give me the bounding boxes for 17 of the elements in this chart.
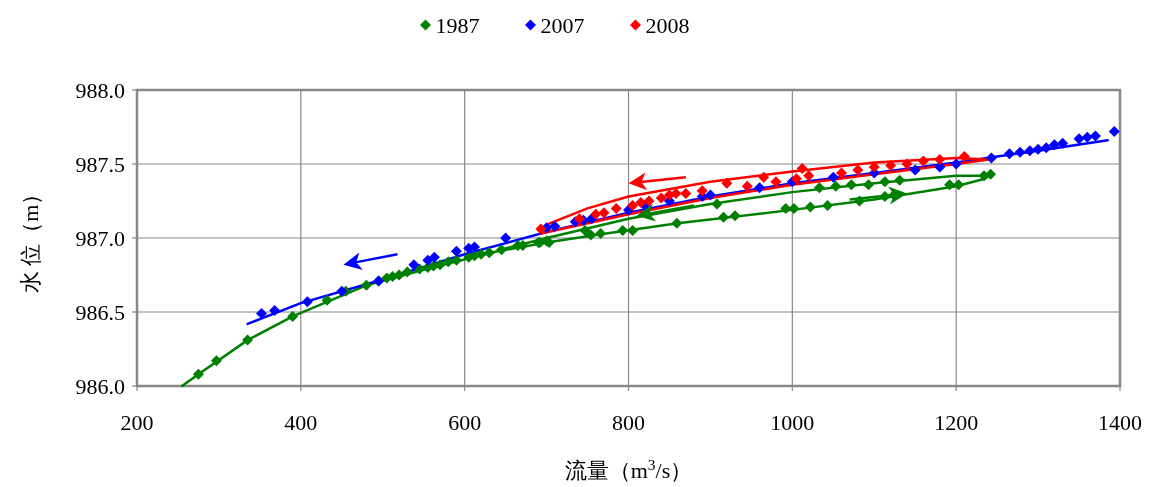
x-axis-title: 流量（m$^{3}$/s） xyxy=(564,455,693,483)
y-tick-label: 986.0 xyxy=(75,374,125,399)
y-axis-title: 水 位（m） xyxy=(18,182,43,294)
legend-label: 1987 xyxy=(435,13,480,38)
x-tick-label: 600 xyxy=(448,410,482,435)
y-tick-label: 988.0 xyxy=(75,78,125,103)
x-tick-label: 1400 xyxy=(1098,410,1142,435)
y-tick-label: 987.0 xyxy=(75,226,125,251)
y-tick-label: 987.5 xyxy=(75,152,125,177)
legend-label: 2008 xyxy=(645,13,690,38)
x-tick-label: 400 xyxy=(284,410,318,435)
x-tick-label: 1200 xyxy=(934,410,979,435)
legend-label: 2007 xyxy=(540,13,585,38)
x-tick-label: 200 xyxy=(120,410,154,435)
x-tick-label: 1000 xyxy=(770,410,815,435)
y-tick-label: 986.5 xyxy=(75,300,125,325)
x-tick-label: 800 xyxy=(612,410,645,435)
